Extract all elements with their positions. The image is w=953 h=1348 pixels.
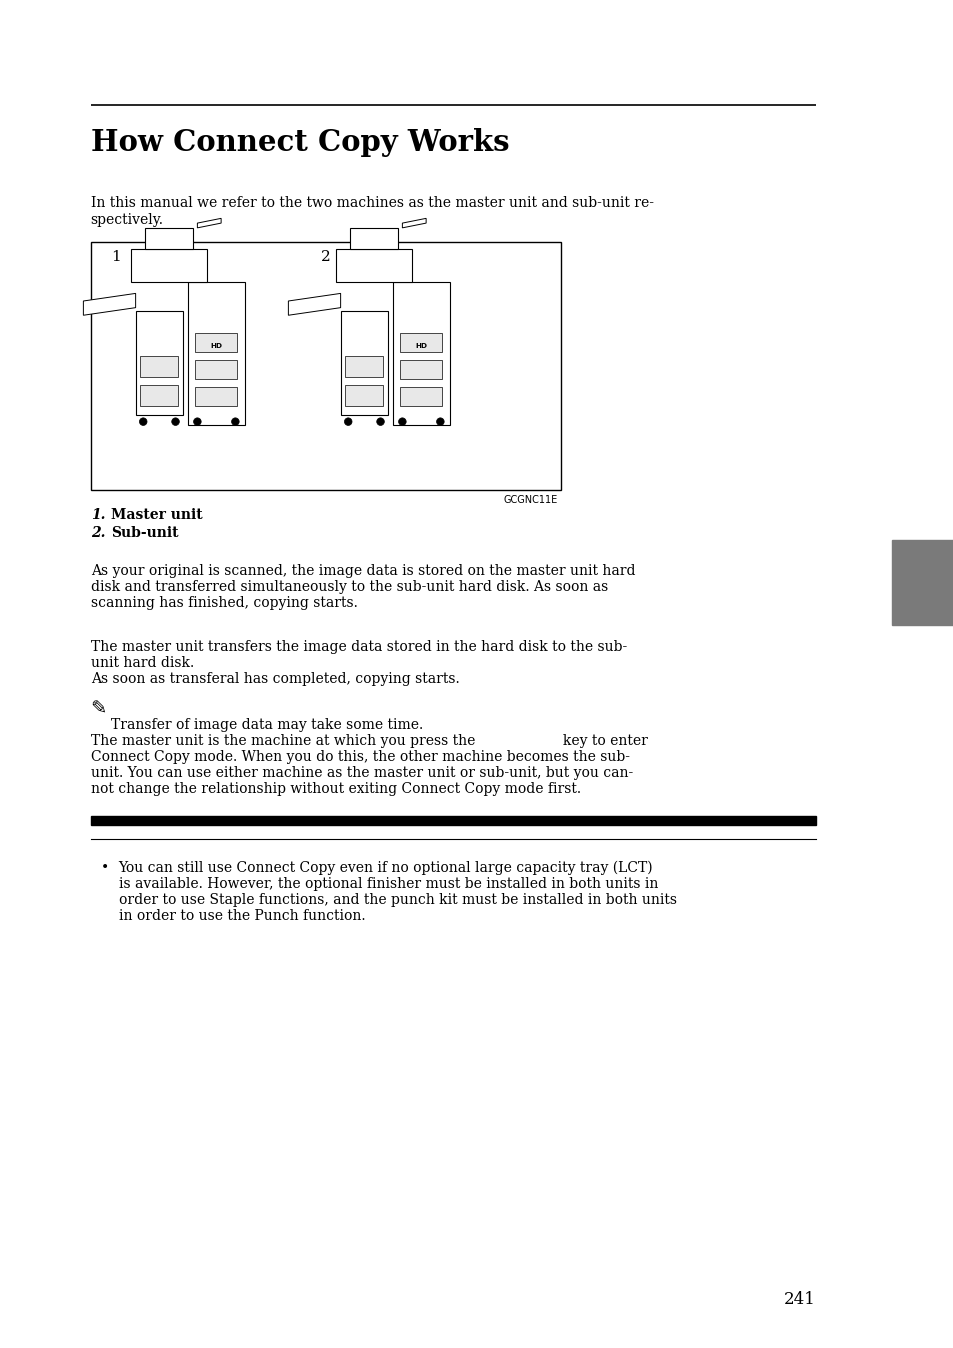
Text: The master unit is the machine at which you press the                    key to : The master unit is the machine at which … bbox=[91, 735, 647, 748]
Text: GCGNC11E: GCGNC11E bbox=[503, 495, 558, 506]
Polygon shape bbox=[83, 294, 135, 315]
Text: In this manual we refer to the two machines as the master unit and sub-unit re-: In this manual we refer to the two machi… bbox=[91, 195, 653, 210]
Bar bbox=[340, 310, 388, 415]
Text: not change the relationship without exiting Connect Copy mode first.: not change the relationship without exit… bbox=[91, 782, 580, 797]
Text: As soon as transferal has completed, copying starts.: As soon as transferal has completed, cop… bbox=[91, 673, 459, 686]
Bar bbox=[91, 816, 815, 825]
Circle shape bbox=[232, 418, 239, 426]
Text: You can still use Connect Copy even if no optional large capacity tray (LCT): You can still use Connect Copy even if n… bbox=[118, 861, 653, 875]
Bar bbox=[195, 387, 237, 406]
Circle shape bbox=[172, 418, 179, 426]
Text: 2: 2 bbox=[320, 249, 330, 264]
Text: disk and transferred simultaneously to the sub-unit hard disk. As soon as: disk and transferred simultaneously to t… bbox=[91, 580, 607, 594]
Text: 1: 1 bbox=[111, 249, 120, 264]
Circle shape bbox=[344, 418, 352, 426]
Bar bbox=[145, 228, 193, 249]
Bar bbox=[345, 384, 383, 406]
Bar bbox=[135, 310, 183, 415]
Text: spectively.: spectively. bbox=[91, 213, 164, 226]
Text: Master unit: Master unit bbox=[111, 508, 202, 522]
Circle shape bbox=[139, 418, 147, 426]
Text: order to use Staple functions, and the punch kit must be installed in both units: order to use Staple functions, and the p… bbox=[118, 892, 676, 907]
Text: Sub-unit: Sub-unit bbox=[111, 526, 178, 541]
Text: 241: 241 bbox=[783, 1291, 815, 1308]
Text: unit. You can use either machine as the master unit or sub-unit, but you can-: unit. You can use either machine as the … bbox=[91, 766, 632, 780]
Circle shape bbox=[436, 418, 444, 426]
Bar bbox=[400, 387, 442, 406]
Text: The master unit transfers the image data stored in the hard disk to the sub-: The master unit transfers the image data… bbox=[91, 640, 626, 654]
Bar bbox=[393, 282, 450, 425]
Bar bbox=[335, 249, 412, 282]
Text: unit hard disk.: unit hard disk. bbox=[91, 656, 193, 670]
Circle shape bbox=[398, 418, 406, 426]
Circle shape bbox=[193, 418, 201, 426]
Bar bbox=[140, 356, 178, 377]
Text: HD: HD bbox=[211, 344, 222, 349]
Bar bbox=[140, 384, 178, 406]
Text: 2.: 2. bbox=[91, 526, 105, 541]
Text: is available. However, the optional finisher must be installed in both units in: is available. However, the optional fini… bbox=[118, 878, 658, 891]
Text: in order to use the Punch function.: in order to use the Punch function. bbox=[118, 909, 365, 923]
Polygon shape bbox=[402, 218, 426, 228]
Bar bbox=[345, 356, 383, 377]
Bar bbox=[91, 243, 560, 491]
Text: ✎: ✎ bbox=[91, 700, 107, 718]
Bar bbox=[350, 228, 397, 249]
Bar bbox=[195, 333, 237, 352]
Text: As your original is scanned, the image data is stored on the master unit hard: As your original is scanned, the image d… bbox=[91, 563, 635, 578]
Circle shape bbox=[376, 418, 384, 426]
Text: Transfer of image data may take some time.: Transfer of image data may take some tim… bbox=[111, 718, 422, 732]
Polygon shape bbox=[288, 294, 340, 315]
Text: •: • bbox=[100, 861, 109, 875]
Bar bbox=[195, 360, 237, 379]
Text: scanning has finished, copying starts.: scanning has finished, copying starts. bbox=[91, 596, 357, 611]
Text: 1.: 1. bbox=[91, 508, 105, 522]
Bar bbox=[188, 282, 245, 425]
Text: How Connect Copy Works: How Connect Copy Works bbox=[91, 128, 509, 156]
Bar bbox=[400, 333, 442, 352]
Bar bbox=[131, 249, 207, 282]
Polygon shape bbox=[197, 218, 221, 228]
Text: HD: HD bbox=[415, 344, 427, 349]
Bar bbox=[891, 541, 953, 625]
Bar bbox=[400, 360, 442, 379]
Text: Connect Copy mode. When you do this, the other machine becomes the sub-: Connect Copy mode. When you do this, the… bbox=[91, 749, 629, 764]
